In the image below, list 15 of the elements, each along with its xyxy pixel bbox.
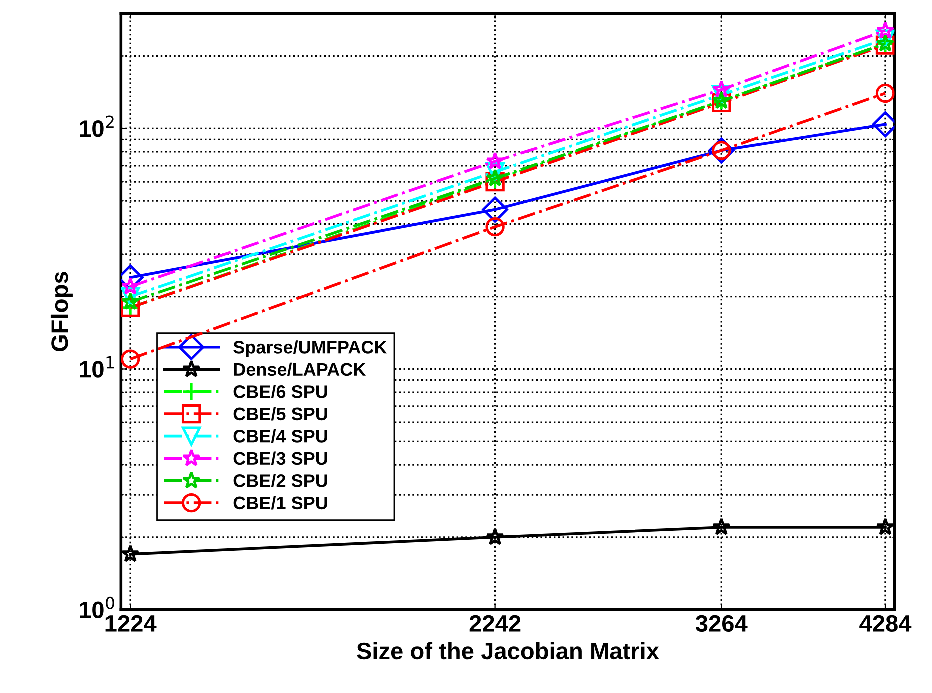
x-tick-label: 3264 (696, 615, 748, 632)
legend-label: CBE/1 SPU (234, 496, 328, 510)
y-axis-title: GFlops (50, 272, 73, 352)
y-tick-label: 10$^{1}$ (80, 356, 114, 378)
x-tick-label: 2242 (470, 615, 521, 632)
y-tick-label: 10$^{2}$ (80, 116, 114, 138)
legend-label: Sparse/UMFPACK (234, 340, 388, 358)
legend-label: CBE/2 SPU (234, 474, 328, 488)
legend-label: Dense/LAPACK (234, 362, 366, 376)
x-tick-label: 4284 (860, 615, 912, 632)
legend-label: CBE/3 SPU (234, 452, 328, 466)
legend-label: CBE/5 SPU (234, 407, 328, 421)
legend-label: CBE/4 SPU (234, 430, 328, 444)
x-axis-title: Size of the Jacobian Matrix (357, 642, 660, 660)
legend-label: CBE/6 SPU (234, 385, 328, 399)
